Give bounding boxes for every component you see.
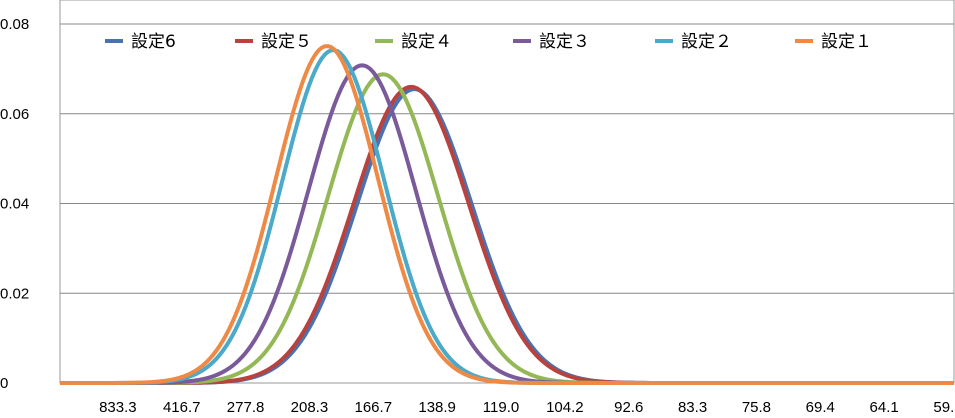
y-tick-label: 0 (0, 375, 8, 392)
x-tick-label: 59.5 (933, 399, 955, 416)
x-tick-label: 277.8 (227, 399, 265, 416)
legend-label: 設定２ (681, 32, 732, 52)
x-tick-label: 138.9 (418, 399, 456, 416)
x-tick-label: 416.7 (163, 399, 201, 416)
y-tick-label: 0.04 (0, 196, 29, 213)
x-tick-label: 64.1 (870, 399, 899, 416)
series-line-4 (60, 63, 954, 385)
series-line-6 (60, 44, 954, 385)
legend-label: 設定6 (131, 32, 176, 52)
legend-label: 設定３ (539, 32, 590, 52)
x-tick-label: 833.3 (99, 399, 137, 416)
gridlines (60, 23, 954, 294)
x-tick-label: 69.4 (806, 399, 835, 416)
y-tick-label: 0.08 (0, 16, 29, 33)
legend-label: 設定４ (401, 32, 452, 52)
x-tick-label: 119.0 (483, 399, 519, 416)
y-tick-label: 0.02 (0, 285, 29, 302)
series-line-3 (60, 72, 954, 385)
plot-area (59, 0, 955, 384)
series-lines (60, 44, 954, 385)
legend-label: 設定５ (261, 32, 312, 52)
x-tick-label: 208.3 (291, 399, 329, 416)
series-line-1 (60, 87, 954, 385)
x-tick-label: 83.3 (678, 399, 707, 416)
y-tick-label: 0.06 (0, 106, 29, 123)
legend-label: 設定１ (821, 32, 872, 52)
legend: 設定6 設定５ 設定４ 設定３ 設定２ 設定１ (105, 32, 872, 52)
y-axis-ticks: 0 0.02 0.04 0.06 0.08 (0, 16, 29, 392)
x-axis-ticks: 833.3 416.7 277.8 208.3 166.7 138.9 119.0 104.2… (99, 399, 955, 416)
series-line-2 (60, 84, 954, 385)
x-tick-label: 166.7 (355, 399, 393, 416)
x-tick-label: 92.6 (614, 399, 643, 416)
series-line-5 (60, 48, 954, 385)
x-tick-label: 75.8 (742, 399, 771, 416)
x-tick-label: 104.2 (546, 399, 584, 416)
